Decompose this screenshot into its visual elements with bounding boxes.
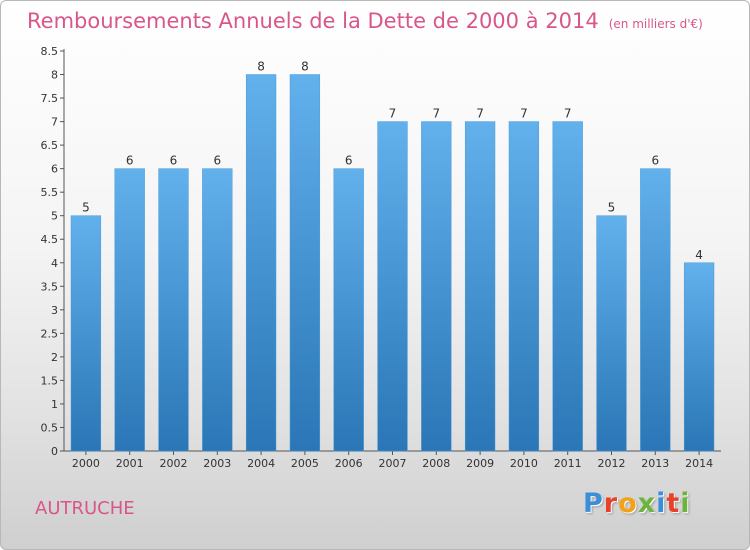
x-tick-label: 2001 xyxy=(116,457,144,470)
bar-2005 xyxy=(289,74,321,452)
data-label: 8 xyxy=(257,60,265,74)
y-tick-label: 6.5 xyxy=(41,139,59,152)
y-tick-label: 2 xyxy=(51,351,58,364)
commune-name: AUTRUCHE xyxy=(35,498,135,519)
y-tick-label: 0 xyxy=(51,445,58,458)
chart-axes: 0 0.5 1 1.5 2 2.5 3 3.5 4 4.5 5 5.5 6 6.5 7 7.5 8 8.5 xyxy=(41,45,721,458)
bar-2006 xyxy=(333,168,364,452)
data-label: 6 xyxy=(213,154,221,168)
bar-2003 xyxy=(202,168,233,452)
y-tick-label: 0.5 xyxy=(41,421,59,434)
x-tick-label: 2000 xyxy=(72,457,100,470)
x-tick-label: 2008 xyxy=(422,457,450,470)
chart-labels: 2000 5 2001 6 2002 6 2003 6 2004 8 2005 8 2006 6 2007 7… xyxy=(72,60,713,470)
x-tick-label: 2006 xyxy=(335,457,363,470)
y-tick-label: 6 xyxy=(51,163,58,176)
y-tick-label: 1 xyxy=(51,398,58,411)
y-tick-label: 8.5 xyxy=(41,45,59,58)
data-label: 7 xyxy=(389,107,397,121)
bar-2001 xyxy=(114,168,145,452)
logo-letter: t xyxy=(666,488,681,519)
data-label: 7 xyxy=(432,107,440,121)
chart-title-unit: (en milliers d'€) xyxy=(608,17,703,31)
x-tick-label: 2013 xyxy=(641,457,669,470)
bar-2010 xyxy=(508,121,540,452)
data-label: 4 xyxy=(695,248,703,262)
y-tick-label: 8 xyxy=(51,69,58,82)
data-label: 7 xyxy=(520,107,528,121)
logo-letter: r xyxy=(603,488,619,519)
y-tick-label: 1.5 xyxy=(41,374,59,387)
data-label: 7 xyxy=(564,107,572,121)
bar-2007 xyxy=(377,121,408,452)
x-tick-label: 2005 xyxy=(291,457,319,470)
y-tick-label: 3.5 xyxy=(41,280,59,293)
bar-2013 xyxy=(640,168,671,452)
bar-2014 xyxy=(683,262,715,452)
data-label: 5 xyxy=(82,201,90,215)
bar-2009 xyxy=(464,121,496,452)
y-tick-label: 4 xyxy=(51,257,58,270)
x-tick-label: 2010 xyxy=(510,457,538,470)
logo-letter: P xyxy=(583,488,604,519)
y-tick-label: 4.5 xyxy=(41,233,59,246)
logo-letter: i xyxy=(680,488,691,519)
bar-2008 xyxy=(421,121,452,452)
data-label: 7 xyxy=(476,107,484,121)
data-label: 6 xyxy=(651,154,659,168)
chart-title-text: Remboursements Annuels de la Dette de 20… xyxy=(27,9,599,33)
x-tick-label: 2014 xyxy=(685,457,713,470)
x-tick-label: 2002 xyxy=(160,457,188,470)
x-tick-label: 2009 xyxy=(466,457,494,470)
y-tick-label: 2.5 xyxy=(41,327,59,340)
bar-2011 xyxy=(552,121,583,452)
y-tick-label: 5 xyxy=(51,210,58,223)
x-tick-label: 2003 xyxy=(203,457,231,470)
bar-2012 xyxy=(596,215,627,452)
bar-2002 xyxy=(158,168,189,452)
bar-2004 xyxy=(245,74,277,452)
data-label: 6 xyxy=(345,154,353,168)
logo-letter: o xyxy=(618,488,638,519)
chart-title: Remboursements Annuels de la Dette de 20… xyxy=(27,9,703,33)
data-label: 6 xyxy=(126,154,134,168)
y-tick-label: 3 xyxy=(51,304,58,317)
chart-bars xyxy=(70,74,715,452)
logo-letter: x xyxy=(637,488,657,519)
y-tick-label: 5.5 xyxy=(41,186,59,199)
bar-2000 xyxy=(70,215,102,452)
proxiti-logo: Proxiti xyxy=(583,488,691,519)
logo-letter: i xyxy=(656,488,667,519)
x-tick-label: 2012 xyxy=(598,457,626,470)
y-tick-label: 7.5 xyxy=(41,92,59,105)
x-tick-label: 2007 xyxy=(379,457,407,470)
y-tick-label: 7 xyxy=(51,116,58,129)
data-label: 6 xyxy=(170,154,178,168)
data-label: 5 xyxy=(608,201,616,215)
x-tick-label: 2004 xyxy=(247,457,275,470)
x-tick-label: 2011 xyxy=(554,457,582,470)
data-label: 8 xyxy=(301,60,309,74)
